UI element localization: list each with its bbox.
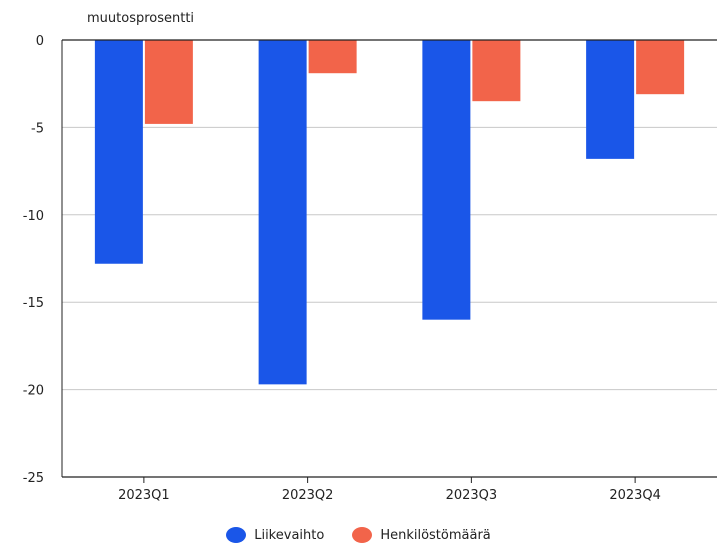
bar-henkilöstömäärä-2023Q1[interactable]: [144, 40, 193, 124]
bars: [94, 40, 685, 385]
legend: Liikevaihto Henkilöstömäärä: [0, 523, 717, 547]
legend-item-liikevaihto[interactable]: Liikevaihto: [226, 527, 324, 543]
bar-liikevaihto-2023Q3[interactable]: [422, 40, 471, 320]
bar-henkilöstömäärä-2023Q2[interactable]: [308, 40, 357, 74]
x-tick-label: 2023Q4: [609, 488, 661, 503]
x-tick-label: 2023Q3: [446, 488, 498, 503]
x-tick-label: 2023Q2: [282, 488, 334, 503]
y-axis-label: muutosprosentti: [87, 11, 194, 26]
bar-liikevaihto-2023Q2[interactable]: [258, 40, 307, 385]
gridlines: [62, 126, 717, 478]
bar-liikevaihto-2023Q4[interactable]: [586, 40, 635, 159]
axes: [61, 39, 717, 478]
y-tick-label: -15: [23, 296, 44, 311]
y-tick-label: -10: [23, 209, 44, 224]
x-tick-label: 2023Q1: [118, 488, 170, 503]
legend-label-henkilostomaara: Henkilöstömäärä: [380, 527, 491, 543]
y-tick-label: 0: [36, 34, 44, 49]
y-ticks: 0 -5 -10 -15 -20 -25: [23, 34, 44, 486]
legend-item-henkilostomaara[interactable]: Henkilöstömäärä: [352, 527, 491, 543]
legend-swatch-liikevaihto: [226, 527, 247, 543]
x-ticks: 2023Q1 2023Q2 2023Q3 2023Q4: [118, 477, 661, 503]
legend-label-liikevaihto: Liikevaihto: [254, 527, 325, 543]
bar-henkilöstömäärä-2023Q3[interactable]: [472, 40, 521, 102]
y-tick-label: -25: [23, 471, 44, 486]
y-tick-label: -5: [31, 121, 44, 136]
chart: muutosprosentti 0-5-10-15-20-25 2023Q1 20…: [23, 11, 717, 503]
bar-henkilöstömäärä-2023Q4[interactable]: [636, 40, 685, 95]
y-tick-label: -20: [23, 384, 44, 399]
bar-liikevaihto-2023Q1[interactable]: [94, 40, 143, 264]
legend-swatch-henkilostomaara: [352, 527, 373, 543]
